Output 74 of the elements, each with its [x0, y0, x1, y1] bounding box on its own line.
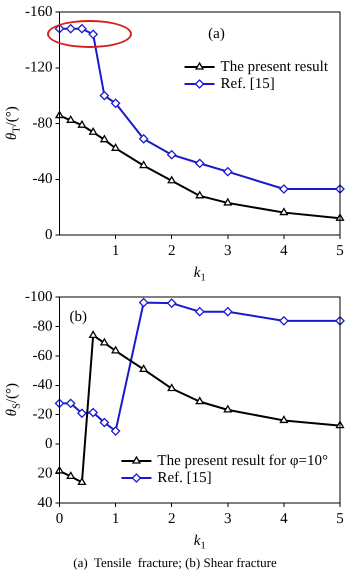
y-tick-label: -120 — [24, 60, 52, 76]
legend-label: Ref. [15] — [220, 76, 275, 92]
point — [88, 408, 98, 418]
point — [336, 420, 344, 428]
point — [100, 135, 108, 142]
y-axis-title: θT/(°) — [4, 106, 22, 140]
point — [66, 398, 76, 408]
point — [140, 364, 148, 372]
x-tick-label: 5 — [336, 242, 344, 259]
point — [195, 158, 204, 168]
point — [168, 384, 176, 392]
point — [110, 98, 120, 108]
point — [89, 128, 98, 135]
y-tick-label: -20 — [32, 406, 52, 423]
point — [138, 134, 148, 144]
point — [223, 167, 232, 176]
point — [279, 184, 289, 194]
annotation: (a) — [208, 26, 225, 42]
x-tick-label: 5 — [336, 510, 344, 527]
point — [78, 120, 86, 128]
point — [89, 330, 98, 338]
y-tick-label: -80 — [32, 115, 52, 132]
x-tick-label: 1 — [112, 510, 120, 527]
legend-label: The present result for φ=10° — [157, 452, 328, 469]
point — [224, 198, 232, 206]
point — [196, 191, 204, 198]
point — [66, 24, 76, 34]
y-tick-label: -100 — [24, 288, 52, 305]
legend-label: The present result — [220, 58, 329, 75]
point — [66, 116, 75, 123]
y-tick-label: 40 — [37, 494, 52, 511]
point — [111, 144, 120, 151]
x-tick-label: 2 — [168, 510, 176, 527]
y-tick-label: -160 — [24, 4, 52, 20]
point — [196, 396, 204, 404]
point — [280, 208, 288, 216]
x-tick-label: 1 — [112, 242, 120, 259]
point — [100, 418, 110, 428]
x-tick-label: 2 — [168, 242, 176, 259]
point — [78, 478, 86, 486]
y-tick-label: 0 — [44, 226, 52, 243]
point — [77, 408, 87, 418]
y-tick-label: -60 — [32, 348, 52, 364]
x-tick-label: 3 — [224, 510, 232, 527]
point — [100, 338, 108, 346]
y-axis-title: θS/(°) — [4, 383, 22, 416]
x-tick-label: 4 — [280, 510, 288, 527]
y-tick-label: -80 — [32, 318, 52, 334]
annotation: (b) — [69, 308, 87, 325]
point — [223, 307, 232, 316]
point — [88, 30, 98, 39]
point — [168, 176, 176, 184]
point — [138, 298, 148, 308]
point — [224, 405, 232, 413]
point — [280, 416, 288, 424]
x-tick-label: 3 — [224, 242, 232, 259]
point — [110, 426, 120, 436]
text: (a) Tensile fracture; (b) Shear fracture — [72, 554, 278, 572]
point — [66, 472, 75, 480]
x-tick-label: 4 — [280, 242, 288, 259]
point — [111, 346, 120, 354]
point — [279, 316, 289, 326]
y-tick-label: -40 — [32, 171, 52, 188]
y-tick-label: 20 — [37, 466, 52, 482]
point — [140, 160, 148, 168]
x-tick-label: 0 — [56, 510, 64, 527]
y-tick-label: -40 — [32, 377, 52, 394]
point — [167, 298, 176, 308]
point — [195, 307, 204, 316]
legend-label: Ref. [15] — [157, 470, 212, 486]
y-tick-label: 0 — [44, 436, 52, 452]
point — [77, 24, 87, 34]
point — [167, 150, 176, 160]
point — [100, 90, 110, 100]
